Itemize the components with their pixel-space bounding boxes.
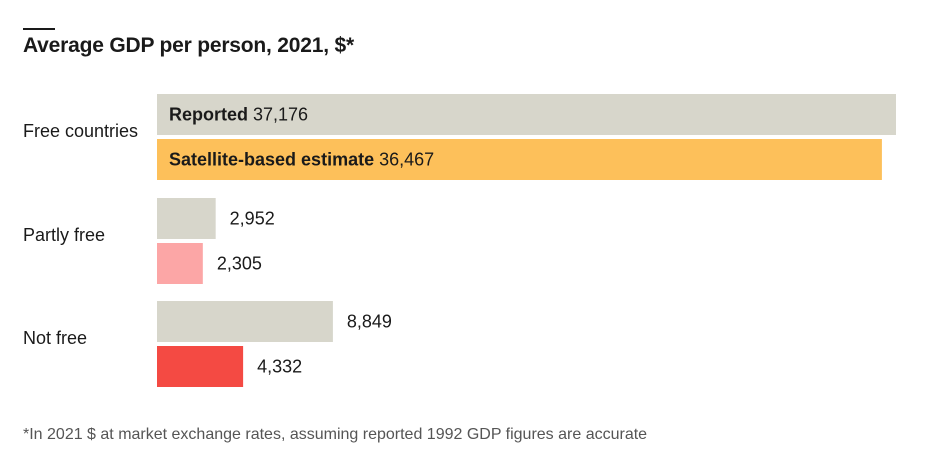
chart-title: Average GDP per person, 2021, $* — [23, 34, 354, 57]
value-label: 36,467 — [374, 150, 434, 170]
reported-bar-1 — [157, 198, 216, 239]
category-label: Partly free — [23, 225, 105, 245]
estimate-bar-1 — [157, 243, 203, 284]
category-label: Free countries — [23, 121, 138, 141]
estimate-bar-2 — [157, 346, 244, 387]
title-rule — [23, 28, 55, 30]
category-label: Not free — [23, 328, 87, 348]
reported-bar-2 — [157, 301, 333, 342]
series-name: Reported — [169, 105, 248, 125]
estimate-legend-label: Satellite-based estimate 36,467 — [169, 150, 434, 170]
reported-bar-0 — [157, 94, 896, 135]
value-label: 8,849 — [347, 312, 392, 332]
reported-legend-label: Reported 37,176 — [169, 105, 308, 125]
value-label: 37,176 — [248, 105, 308, 125]
estimate-bar-0 — [157, 139, 882, 180]
value-label: 4,332 — [257, 357, 302, 377]
value-label: 2,305 — [217, 254, 262, 274]
value-label: 2,952 — [230, 209, 275, 229]
footnote: *In 2021 $ at market exchange rates, ass… — [23, 426, 648, 443]
series-name: Satellite-based estimate — [169, 150, 374, 170]
